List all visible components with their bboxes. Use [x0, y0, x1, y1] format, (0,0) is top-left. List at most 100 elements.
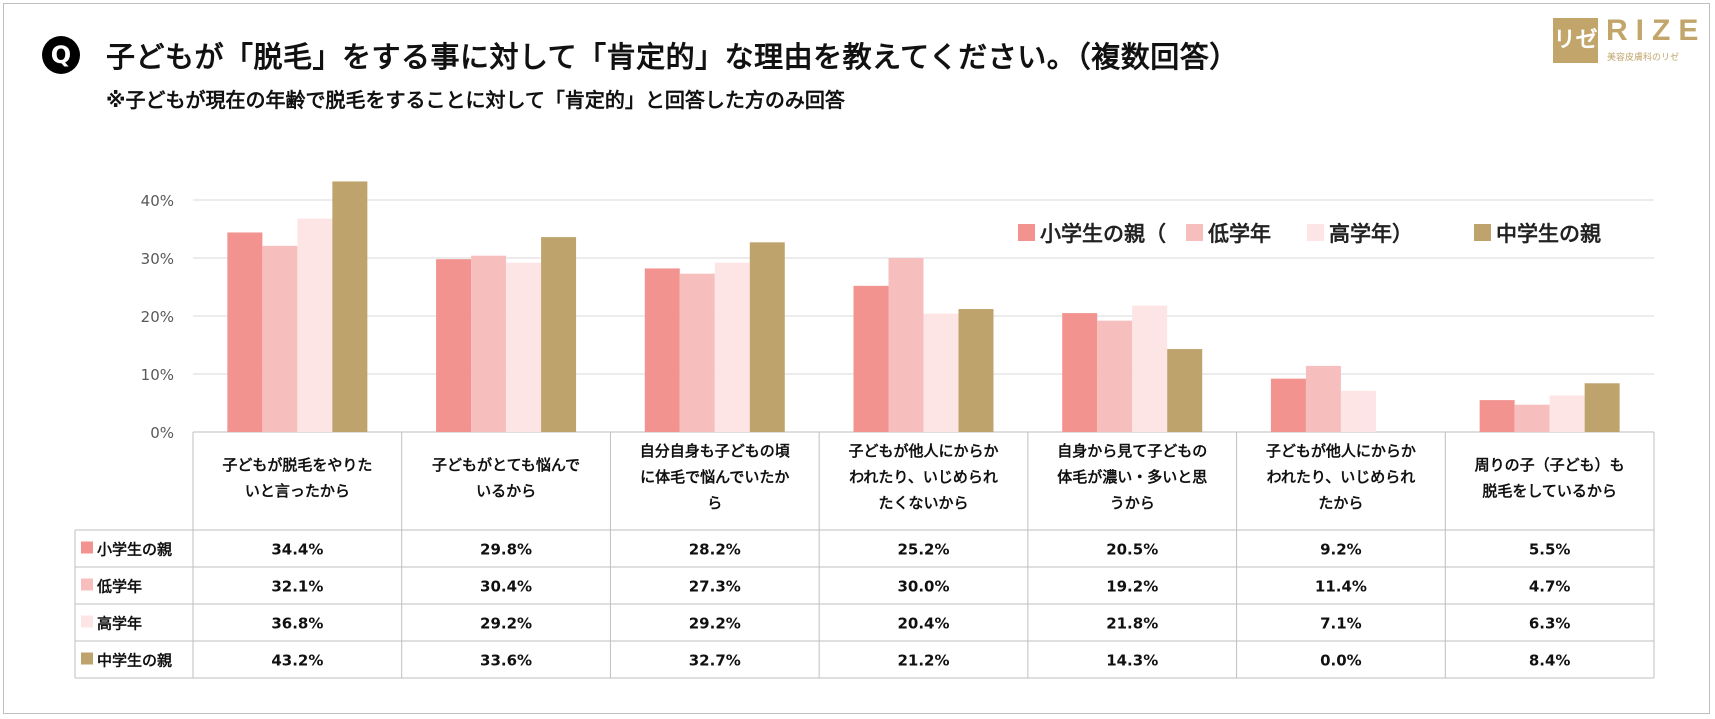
table-cell-value: 32.1% — [271, 578, 323, 596]
table-legend-swatch — [81, 615, 93, 628]
table-cell-value: 36.8% — [271, 615, 323, 633]
table-row-label: 中学生の親 — [97, 652, 172, 670]
legend-swatch-高学年 — [1307, 224, 1324, 241]
table-row-label: 高学年 — [97, 615, 142, 633]
table-cell-value: 43.2% — [271, 652, 323, 670]
table-cell-value: 30.0% — [897, 578, 949, 596]
table-cell-value: 20.4% — [897, 615, 949, 633]
category-label: に体毛で悩んでいたか — [640, 468, 789, 486]
table-cell-value: 32.7% — [689, 652, 741, 670]
table-cell-value: 29.2% — [480, 615, 532, 633]
logo-tagline: 美容皮膚科のリゼ — [1607, 53, 1680, 63]
bar — [436, 259, 472, 432]
category-label: いるから — [476, 482, 536, 500]
table-legend-swatch — [81, 578, 93, 591]
legend-label-高学年: 高学年） — [1329, 222, 1413, 246]
logo-wordmark: RIZE — [1606, 14, 1707, 47]
y-tick-label: 10% — [141, 366, 174, 384]
table-cell-value: 9.2% — [1320, 541, 1362, 559]
legend-label-小学生の親: 小学生の親（ — [1040, 222, 1166, 246]
bar — [679, 273, 715, 432]
legend-swatch-低学年 — [1186, 224, 1203, 241]
bar — [1514, 404, 1550, 432]
legend-swatch-小学生の親 — [1018, 224, 1035, 241]
table-legend-swatch — [81, 652, 93, 665]
bar — [923, 313, 959, 432]
bar — [1479, 400, 1515, 432]
logo-mark: リゼ — [1553, 18, 1598, 63]
table-cell-value: 29.2% — [689, 615, 741, 633]
bar — [1340, 390, 1376, 432]
bar — [1270, 378, 1306, 432]
bar — [1097, 320, 1133, 432]
bar — [1584, 383, 1620, 432]
table-cell-value: 5.5% — [1529, 541, 1571, 559]
category-label: 自分自身も子どもの頃 — [640, 442, 791, 460]
table-cell-value: 11.4% — [1315, 578, 1367, 596]
category-label: 子どもが他人にからか — [848, 442, 998, 460]
table-cell-value: 33.6% — [480, 652, 532, 670]
bar — [958, 309, 994, 432]
table-legend-swatch — [81, 541, 93, 554]
table-cell-value: 4.7% — [1529, 578, 1571, 596]
bar — [749, 242, 785, 432]
y-tick-label: 0% — [150, 424, 174, 442]
bar — [297, 218, 333, 432]
category-label: 子どもが他人にからか — [1266, 442, 1416, 460]
legend-swatch-中学生の親 — [1474, 224, 1491, 241]
bar — [1132, 305, 1168, 432]
y-tick-label: 20% — [141, 308, 174, 326]
category-label: 自身から見て子どもの — [1057, 442, 1207, 460]
table-cell-value: 28.2% — [689, 541, 741, 559]
table-cell-value: 34.4% — [271, 541, 323, 559]
table-cell-value: 30.4% — [480, 578, 532, 596]
bar — [1305, 365, 1341, 432]
bar — [644, 268, 680, 432]
table-cell-value: 21.8% — [1106, 615, 1158, 633]
category-label: 周りの子（子ども）も — [1475, 456, 1625, 474]
table-cell-value: 27.3% — [689, 578, 741, 596]
question-badge: Q — [42, 36, 80, 74]
legend-label-低学年: 低学年 — [1207, 222, 1271, 246]
category-label: 子どもがとても悩んで — [432, 456, 580, 474]
table-row-label: 小学生の親 — [97, 541, 172, 559]
page-subtitle: ※子どもが現在の年齢で脱毛をすることに対して「肯定的」と回答した方のみ回答 — [106, 88, 845, 112]
bar — [1549, 395, 1585, 432]
y-tick-label: 40% — [141, 192, 174, 210]
category-label: 子どもが脱毛をやりた — [222, 456, 372, 474]
legend-label-中学生の親: 中学生の親 — [1496, 222, 1601, 246]
category-label: たから — [1318, 494, 1363, 512]
table-cell-value: 6.3% — [1529, 615, 1571, 633]
table-cell-value: 8.4% — [1529, 652, 1571, 670]
bar — [541, 237, 577, 432]
category-label: われたり、いじめられ — [1267, 468, 1416, 486]
bar — [714, 262, 750, 432]
table-cell-value: 19.2% — [1106, 578, 1158, 596]
page-title: 子どもが「脱毛」をする事に対して「肯定的」な理由を教えてください。（複数回答） — [106, 40, 1239, 74]
bar — [262, 245, 298, 432]
bar — [332, 181, 368, 432]
category-label: ら — [707, 494, 722, 512]
table-cell-value: 7.1% — [1320, 615, 1362, 633]
table-cell-value: 29.8% — [480, 541, 532, 559]
bar — [1167, 349, 1203, 432]
chart-legend: 小学生の親（ 低学年 高学年） 中学生の親 — [1018, 222, 1601, 246]
bar — [471, 255, 507, 432]
table-cell-value: 21.2% — [897, 652, 949, 670]
category-label: いと言ったから — [245, 482, 350, 500]
table-cell-value: 20.5% — [1106, 541, 1158, 559]
table-cell-value: 14.3% — [1106, 652, 1158, 670]
category-label: われたり、いじめられ — [849, 468, 998, 486]
category-label: 脱毛をしているから — [1482, 482, 1617, 500]
bar — [227, 232, 263, 432]
table-row-label: 低学年 — [96, 578, 142, 596]
bar — [888, 258, 924, 432]
category-label: うから — [1110, 494, 1155, 512]
brand-logo: リゼ RIZE 美容皮膚科のリゼ — [1553, 14, 1707, 64]
bar — [853, 285, 889, 432]
table-cell-value: 0.0% — [1320, 652, 1362, 670]
bar — [506, 262, 542, 432]
category-label: 体毛が濃い・多いと思 — [1057, 468, 1207, 486]
category-label: たくないから — [878, 494, 968, 512]
